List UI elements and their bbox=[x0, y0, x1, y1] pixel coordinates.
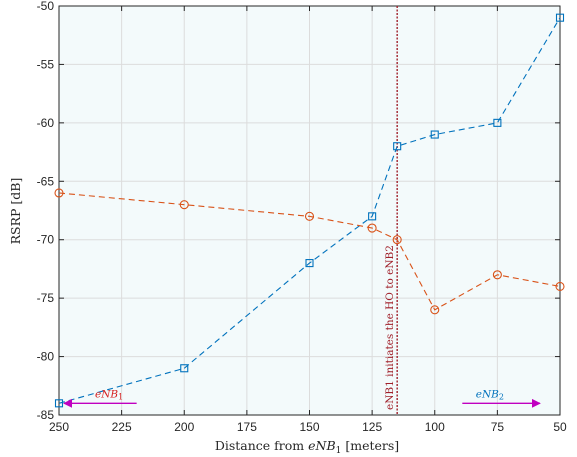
y-tick-label: -50 bbox=[37, 0, 55, 13]
y-tick-label: -70 bbox=[37, 233, 55, 247]
y-tick-label: -75 bbox=[37, 291, 55, 305]
y-axis-label: RSRP [dB] bbox=[8, 178, 23, 245]
x-axis-label-suffix: [meters] bbox=[341, 438, 399, 453]
y-tick-label: -65 bbox=[37, 174, 55, 188]
y-tick-label: -55 bbox=[37, 57, 55, 71]
x-tick-label: 200 bbox=[174, 420, 194, 434]
x-tick-label: 150 bbox=[299, 420, 319, 434]
x-tick-label: 125 bbox=[362, 420, 382, 434]
x-tick-label: 100 bbox=[425, 420, 445, 434]
x-tick-label: 225 bbox=[112, 420, 132, 434]
x-tick-label: 250 bbox=[49, 420, 69, 434]
handover-label: eNB1 initiates the HO to eNB2 bbox=[384, 245, 396, 410]
x-axis-label-prefix: Distance from bbox=[215, 438, 308, 453]
x-axis-label-var: eNB bbox=[308, 438, 336, 453]
x-axis-label: Distance from eNB1 [meters] bbox=[215, 438, 399, 456]
x-tick-label: 175 bbox=[237, 420, 257, 434]
y-tick-label: -85 bbox=[37, 408, 55, 422]
y-tick-label: -80 bbox=[37, 350, 55, 364]
x-tick-label: 75 bbox=[491, 420, 505, 434]
x-tick-label: 50 bbox=[553, 420, 567, 434]
y-tick-label: -60 bbox=[37, 116, 55, 130]
